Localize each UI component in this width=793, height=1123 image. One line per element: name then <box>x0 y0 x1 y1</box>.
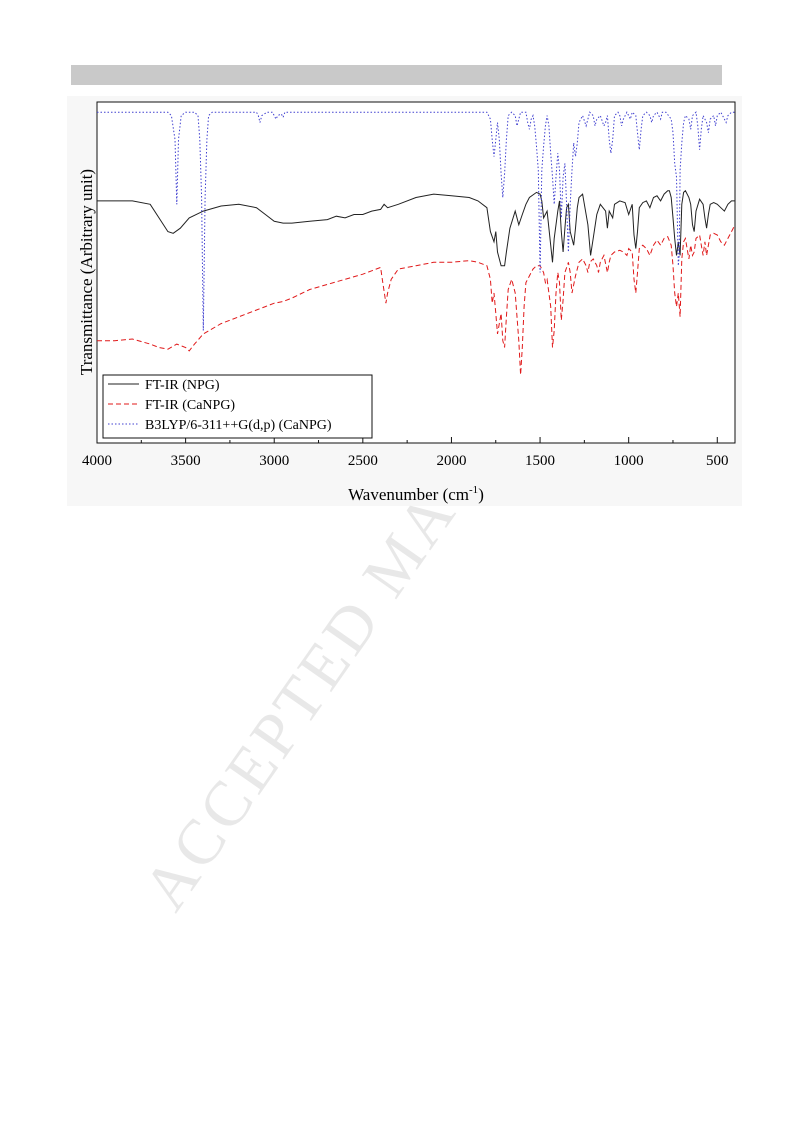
x-axis: 4000 3500 3000 2500 2000 1500 1000 500 <box>82 437 729 469</box>
x-tick-label: 1500 <box>525 453 555 469</box>
series-line-3 <box>97 111 735 331</box>
x-axis-label: Wavenumber (cm-1) <box>348 484 484 504</box>
x-tick-label: 1000 <box>614 453 644 469</box>
x-tick-label: 2500 <box>348 453 378 469</box>
legend-label-2: FT-IR (CaNPG) <box>145 398 235 413</box>
legend-label-1: FT-IR (NPG) <box>145 378 220 393</box>
legend-label-3: B3LYP/6-311++G(d,p) (CaNPG) <box>145 418 332 433</box>
x-tick-label: 3000 <box>259 453 289 469</box>
x-tick-label: 2000 <box>436 453 466 469</box>
x-tick-label: 4000 <box>82 453 112 469</box>
series-line-2 <box>97 224 736 375</box>
x-tick-label: 500 <box>706 453 729 469</box>
y-axis-label: Transmittance (Arbitrary unit) <box>77 169 96 375</box>
series-line-1 <box>97 189 735 267</box>
header-bar <box>71 65 722 85</box>
x-axis-label-main: Wavenumber (cm <box>348 485 469 504</box>
legend: FT-IR (NPG) FT-IR (CaNPG) B3LYP/6-311++G(d… <box>102 374 373 439</box>
x-axis-label-superscript: -1 <box>469 484 478 496</box>
x-tick-label: 3500 <box>171 453 201 469</box>
legend-box <box>102 374 373 439</box>
x-axis-label-suffix: ) <box>478 485 484 504</box>
series-layer <box>97 111 736 375</box>
